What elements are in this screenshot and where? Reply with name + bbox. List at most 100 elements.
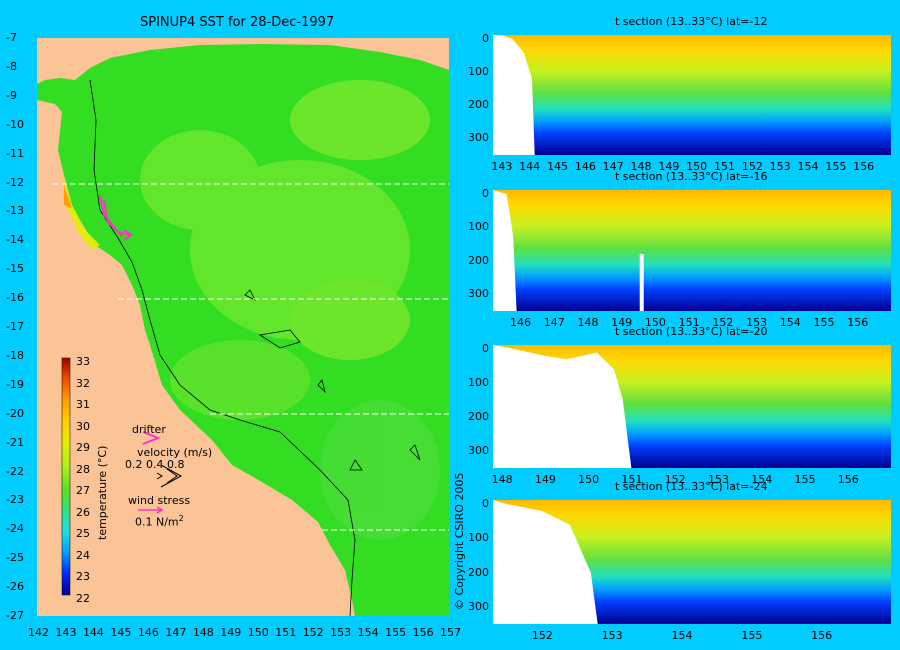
map-y-tick: -13: [6, 204, 24, 218]
section-x-tick: 148: [630, 160, 652, 173]
section-x-tick: 154: [671, 629, 693, 642]
colorbar-tick: 33: [76, 355, 90, 368]
section-x-tick: 147: [602, 160, 624, 173]
map-x-tick: 142: [28, 626, 49, 639]
sea-patches: [140, 80, 440, 540]
section-x-tick: 153: [746, 316, 768, 329]
section-x-tick: 152: [664, 473, 686, 486]
section-x-tick: 146: [574, 160, 596, 173]
section-x-tick: 149: [658, 160, 680, 173]
section-plot: [493, 35, 891, 155]
map-x-tick: 145: [110, 626, 132, 639]
map-y-tick: -16: [6, 291, 24, 305]
section-x-tick: 153: [601, 629, 623, 642]
legend-drifter: drifter: [132, 423, 166, 436]
section-x-tick: 143: [491, 160, 513, 173]
section-x-tick: 155: [794, 473, 816, 486]
section-x-tick: 156: [811, 629, 833, 642]
colorbar-tick: 23: [76, 570, 90, 583]
colorbar-tick: 24: [76, 548, 90, 562]
colorbar-tick: 27: [76, 484, 90, 497]
section-x-tick: 153: [769, 160, 791, 173]
section-x-tick: 144: [519, 160, 541, 173]
map-y-tick: -27: [6, 609, 24, 622]
section-x-tick: 154: [751, 473, 773, 486]
section-y-tick: 300: [468, 287, 489, 301]
section-x-tick: 149: [611, 316, 633, 329]
colorbar-tick: 32: [76, 376, 90, 390]
section-y-tick: 200: [468, 253, 489, 267]
warm-coast: [62, 175, 100, 250]
map-y-tick: -24: [6, 522, 24, 536]
section-x-tick: 150: [686, 160, 708, 173]
map-x-tick: 143: [55, 626, 77, 639]
section-x-tick: 148: [491, 473, 513, 486]
section-x-tick: 151: [678, 316, 700, 329]
map-x-tick: 146: [137, 626, 159, 639]
map-y-tick: -15: [6, 262, 24, 276]
map-x-tick: 152: [302, 626, 324, 639]
map-y-tick: -18: [6, 348, 24, 362]
map-y-tick: -23: [6, 493, 24, 507]
section-x-tick: 155: [741, 629, 763, 642]
map-x-tick: 144: [82, 626, 104, 639]
map-x-tick: 157: [440, 626, 462, 639]
legend-velocity-values: 0.2 0.4 0.8: [125, 458, 185, 471]
section-y-tick: 200: [468, 98, 489, 112]
section-y-tick: 200: [468, 410, 489, 424]
section-x-tick: 154: [797, 160, 819, 173]
map-x-tick: 154: [357, 626, 379, 639]
map-y-tick: -21: [6, 435, 24, 449]
section-y-tick: 100: [468, 65, 489, 79]
section-x-tick: 151: [714, 160, 735, 173]
section-title: t section (13..33°C) lat=-12: [615, 15, 768, 28]
drifter-arrows: [99, 194, 133, 241]
section-title: t section (13..33°C) lat=-24: [615, 480, 768, 493]
section-y-tick: 100: [468, 220, 489, 234]
map-x-tick: 153: [330, 626, 352, 639]
section-gap: [639, 254, 644, 311]
colorbar-tick: 22: [76, 591, 90, 605]
section-x-tick: 149: [534, 473, 556, 486]
map-y-tick: -12: [6, 175, 24, 189]
map-x-tick: 156: [412, 626, 434, 639]
colorbar-tick: 30: [76, 419, 90, 433]
section-land: [493, 500, 598, 624]
section-y-tick: 0: [482, 497, 489, 511]
map-y-tick: -25: [6, 551, 24, 565]
colorbar-tick: 31: [76, 398, 90, 411]
colorbar-label: temperature (°C): [96, 445, 109, 540]
map-title: SPINUP4 SST for 28-Dec-1997: [140, 15, 335, 30]
section-y-tick: 100: [468, 376, 489, 390]
section-title: t section (13..33°C) lat=-20: [615, 325, 768, 338]
colorbar-tick: 26: [76, 505, 90, 519]
section-x-tick: 155: [825, 160, 847, 173]
reef-outlines: [89, 79, 421, 617]
section-x-tick: 152: [712, 316, 734, 329]
copyright: © Copyright CSIRO 2005: [453, 472, 466, 610]
legend-wind-value: 0.1 N/m2: [135, 514, 184, 529]
colorbar-tick: 25: [76, 527, 90, 540]
map-x-tick: 149: [220, 626, 242, 639]
section-y-tick: 0: [482, 31, 489, 45]
section-y-tick: 300: [468, 599, 489, 613]
section-x-tick: 145: [547, 160, 568, 173]
section-x-tick: 156: [847, 316, 869, 329]
section-y-tick: 200: [468, 565, 489, 579]
wind-stress-arrow-icon: [138, 506, 164, 514]
section-x-tick: 150: [578, 473, 600, 486]
section-land: [493, 345, 632, 468]
legend-velocity: velocity (m/s): [137, 446, 213, 459]
map-y-tick: -7: [6, 31, 17, 44]
land-mainland: [37, 100, 355, 616]
velocity-arrows-icon: [156, 464, 183, 488]
section-x-tick: 153: [707, 473, 729, 486]
section-y-tick: 300: [468, 444, 489, 457]
map-x-tick: 151: [275, 626, 297, 639]
map-y-tick: -10: [6, 117, 24, 131]
sst-map: [37, 38, 449, 617]
map-y-tick: -9: [6, 88, 17, 102]
map-y-tick: -26: [6, 580, 24, 594]
map-x-tick: 150: [247, 626, 269, 639]
section-x-tick: 152: [741, 160, 763, 173]
